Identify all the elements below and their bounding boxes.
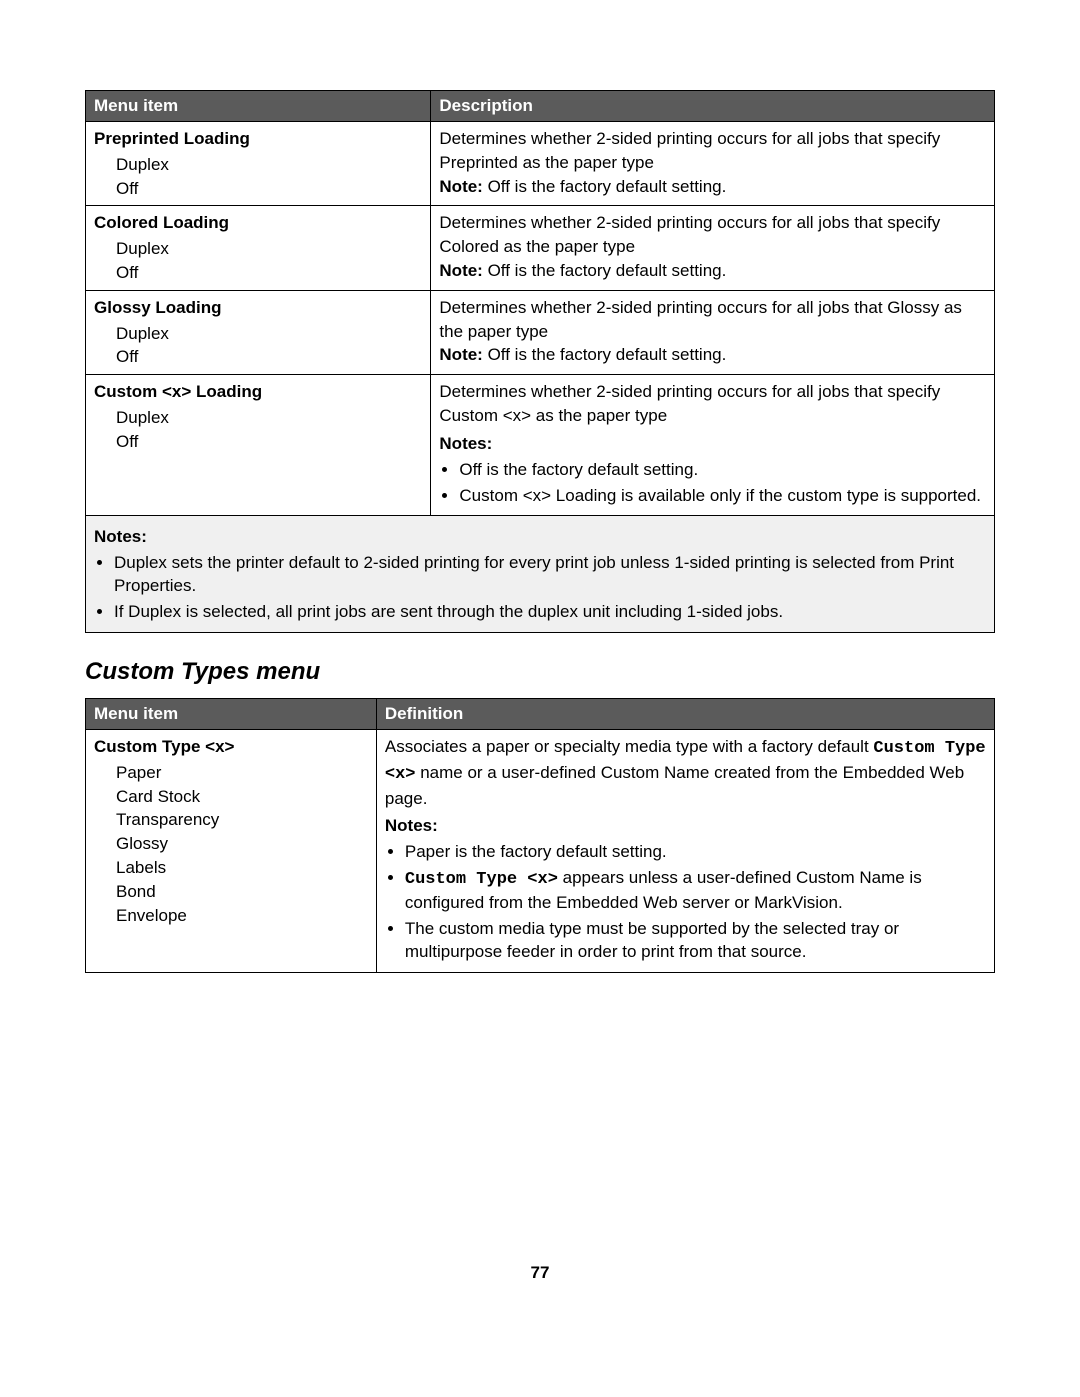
note-bullet: The custom media type must be supported … — [405, 918, 986, 964]
note-bullet: Paper is the factory default setting. — [405, 841, 986, 864]
menu-option: Glossy — [116, 832, 368, 856]
menu-option: Transparency — [116, 808, 368, 832]
table-row: Preprinted Loading Duplex Off Determines… — [86, 122, 995, 206]
notes-heading: Notes: — [385, 814, 986, 838]
menu-item-title: Colored Loading — [94, 211, 422, 235]
note-bullet: Custom Type <x> appears unless a user-de… — [405, 867, 986, 915]
menu-option: Off — [116, 261, 422, 285]
menu-option: Off — [116, 430, 422, 454]
menu-note: Note: Off is the factory default setting… — [439, 343, 986, 367]
custom-types-table: Menu item Definition Custom Type <x> Pap… — [85, 698, 995, 973]
menu-description: Determines whether 2-sided printing occu… — [439, 127, 986, 175]
loading-menu-table: Menu item Description Preprinted Loading… — [85, 90, 995, 633]
notes-heading: Notes: — [94, 525, 986, 549]
menu-option: Bond — [116, 880, 368, 904]
table1-header-menu-item: Menu item — [86, 91, 431, 122]
menu-item-title: Glossy Loading — [94, 296, 422, 320]
menu-option: Labels — [116, 856, 368, 880]
menu-item-title: Preprinted Loading — [94, 127, 422, 151]
table1-header-description: Description — [431, 91, 995, 122]
note-bullet: Custom <x> Loading is available only if … — [459, 485, 986, 508]
menu-option: Card Stock — [116, 785, 368, 809]
menu-note: Note: Off is the factory default setting… — [439, 175, 986, 199]
menu-option: Envelope — [116, 904, 368, 928]
section-title: Custom Types menu — [85, 658, 995, 686]
menu-option: Duplex — [116, 322, 422, 346]
menu-option: Off — [116, 345, 422, 369]
table-row: Colored Loading Duplex Off Determines wh… — [86, 206, 995, 290]
menu-definition: Associates a paper or specialty media ty… — [385, 735, 986, 810]
menu-option: Paper — [116, 761, 368, 785]
menu-note: Note: Off is the factory default setting… — [439, 259, 986, 283]
menu-option: Off — [116, 177, 422, 201]
note-bullet: Off is the factory default setting. — [459, 459, 986, 482]
table-row: Custom <x> Loading Duplex Off Determines… — [86, 375, 995, 516]
table-footer-notes: Notes: Duplex sets the printer default t… — [86, 516, 995, 633]
menu-option: Duplex — [116, 406, 422, 430]
menu-option: Duplex — [116, 153, 422, 177]
menu-item-title: Custom <x> Loading — [94, 380, 422, 404]
menu-description: Determines whether 2-sided printing occu… — [439, 380, 986, 428]
notes-heading: Notes: — [439, 432, 986, 456]
page-number: 77 — [85, 1263, 995, 1283]
menu-description: Determines whether 2-sided printing occu… — [439, 296, 986, 344]
note-bullet: If Duplex is selected, all print jobs ar… — [114, 601, 986, 624]
table-row: Custom Type <x> Paper Card Stock Transpa… — [86, 730, 995, 973]
note-bullet: Duplex sets the printer default to 2-sid… — [114, 552, 986, 598]
menu-item-title: Custom Type <x> — [94, 735, 368, 759]
table-row: Glossy Loading Duplex Off Determines whe… — [86, 290, 995, 374]
table2-header-menu-item: Menu item — [86, 699, 377, 730]
menu-description: Determines whether 2-sided printing occu… — [439, 211, 986, 259]
menu-option: Duplex — [116, 237, 422, 261]
table2-header-definition: Definition — [376, 699, 994, 730]
